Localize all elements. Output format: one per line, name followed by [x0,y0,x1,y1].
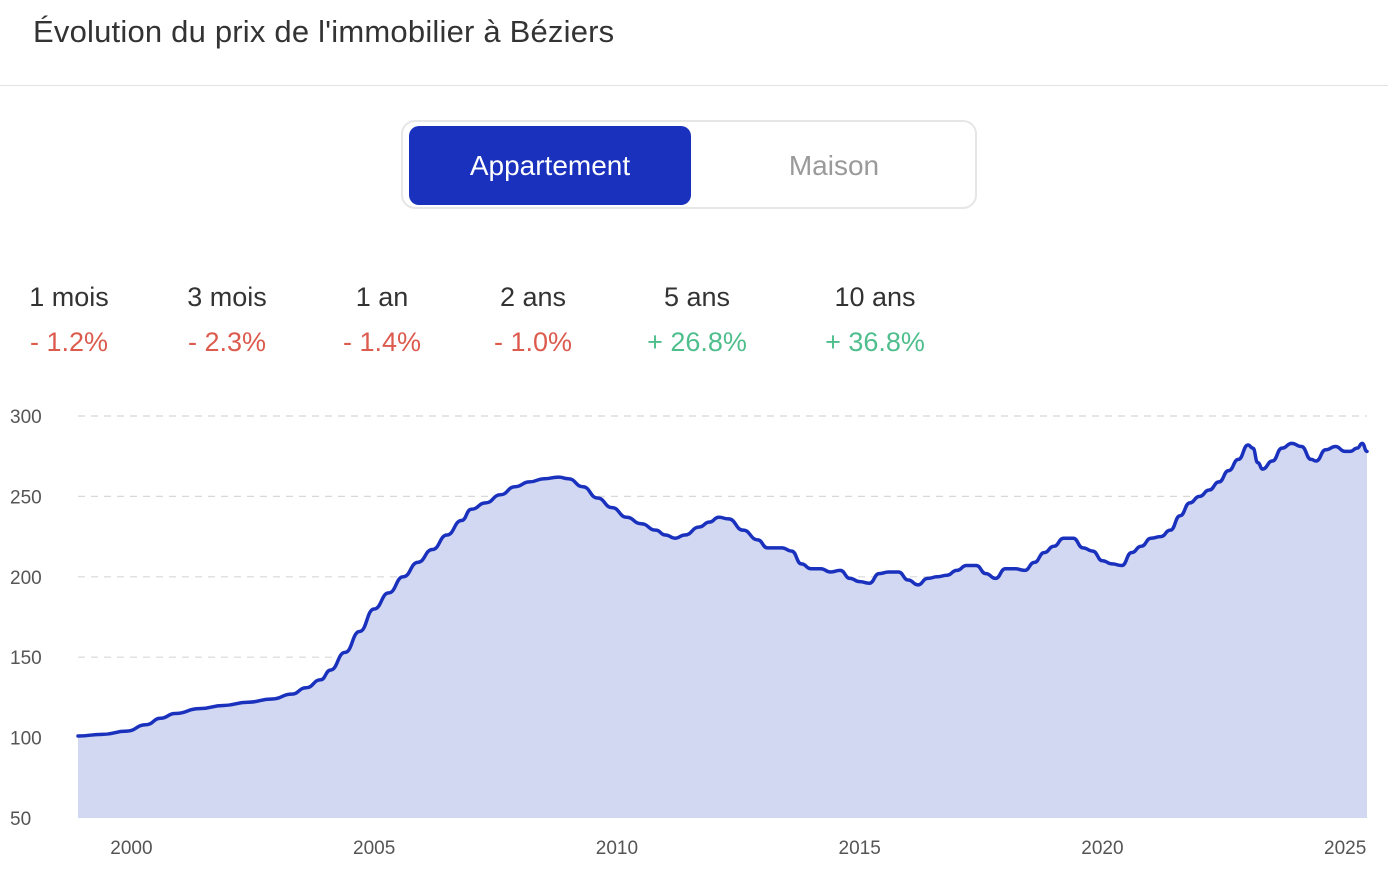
price-change-stats: 1 mois - 1.2% 3 mois - 2.3% 1 an - 1.4% … [0,282,1388,372]
stat-value: - 2.3% [187,327,267,357]
stat-2-ans: 2 ans - 1.0% [453,282,613,358]
y-tick-label-150: 150 [10,648,42,669]
y-tick-label-50: 50 [10,809,31,830]
y-tick-label-100: 100 [10,729,42,750]
stat-1-mois: 1 mois - 1.2% [0,282,149,358]
stat-value: - 1.0% [493,327,573,357]
x-tick-label-2020: 2020 [1081,838,1123,859]
stat-label: 5 ans [663,282,731,312]
x-tick-label-2010: 2010 [596,838,638,859]
stat-value: - 1.4% [342,327,422,357]
stat-label: 10 ans [834,282,916,312]
stat-1-an: 1 an - 1.4% [302,282,462,358]
stat-label: 1 mois [29,282,109,312]
page-title: Évolution du prix de l'immobilier à Bézi… [33,14,615,49]
stat-value: - 1.2% [29,327,109,357]
x-tick-label-2025: 2025 [1324,838,1366,859]
price-area-fill [78,443,1367,818]
stat-3-mois: 3 mois - 2.3% [147,282,307,358]
price-area-chart: 50 100 150 200 250 300 2000 2005 2010 2015 2020 202… [10,407,1369,859]
header-divider [0,85,1388,86]
stat-5-ans: 5 ans + 26.8% [617,282,777,358]
y-tick-label-250: 250 [10,487,42,508]
maison-tab[interactable]: Maison [788,149,880,181]
appartement-tab[interactable]: Appartement [409,126,691,205]
y-tick-label-200: 200 [10,568,42,589]
y-tick-label-300: 300 [10,407,42,428]
x-tick-label-2000: 2000 [110,838,152,859]
price-line [76,441,1369,738]
stat-label: 1 an [355,282,409,312]
stat-value: + 36.8% [825,327,925,357]
stat-10-ans: 10 ans + 36.8% [795,282,955,358]
x-tick-label-2005: 2005 [353,838,395,859]
property-type-toggle: Appartement Maison [401,120,977,209]
stat-label: 2 ans [499,282,567,312]
x-tick-label-2015: 2015 [839,838,881,859]
stat-value: + 26.8% [647,327,747,357]
stat-label: 3 mois [187,282,267,312]
